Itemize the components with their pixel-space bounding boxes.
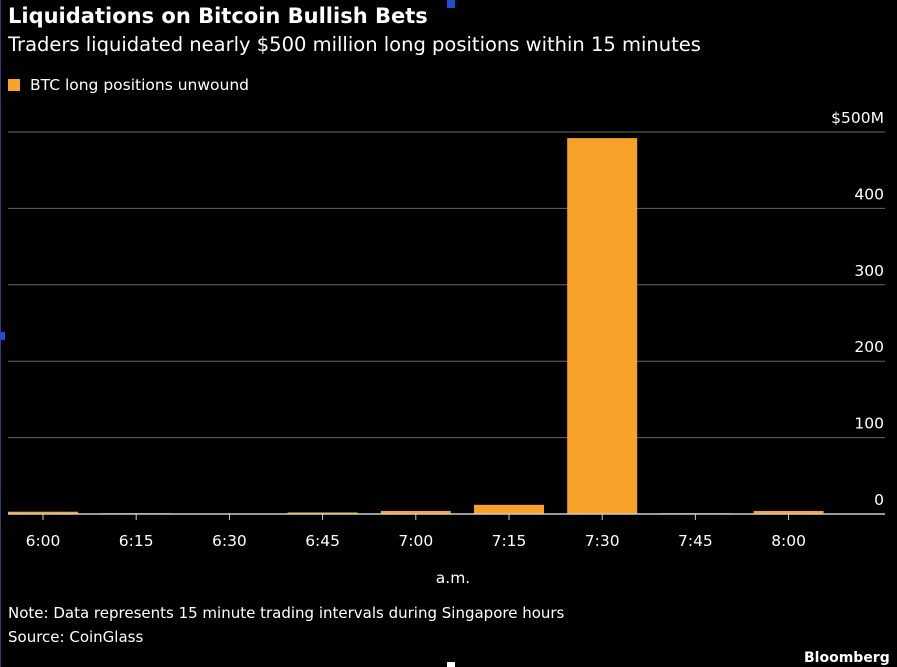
selection-handle[interactable] bbox=[447, 0, 455, 8]
x-tick-label: 7:15 bbox=[492, 532, 527, 550]
x-tick-label: 7:45 bbox=[678, 532, 713, 550]
brand-logo: Bloomberg bbox=[804, 650, 890, 666]
x-tick-label: 6:00 bbox=[26, 532, 61, 550]
y-tick-label: 400 bbox=[854, 185, 884, 203]
chart-title: Liquidations on Bitcoin Bullish Bets bbox=[8, 4, 428, 28]
legend-swatch bbox=[8, 79, 20, 91]
chart-subtitle: Traders liquidated nearly $500 million l… bbox=[8, 33, 701, 56]
bar bbox=[753, 510, 824, 514]
y-tick-label: 200 bbox=[854, 338, 884, 356]
chart-legend: BTC long positions unwound bbox=[8, 75, 249, 95]
x-tick-label: 6:15 bbox=[119, 532, 154, 550]
x-tick-label: 7:30 bbox=[585, 532, 620, 550]
chart-note: Note: Data represents 15 minute trading … bbox=[8, 604, 565, 622]
y-tick-label: 300 bbox=[854, 262, 884, 280]
x-tick-label: 6:30 bbox=[212, 532, 247, 550]
y-tick-label: 100 bbox=[854, 415, 884, 433]
x-tick-label: 8:00 bbox=[771, 532, 806, 550]
bar bbox=[287, 512, 358, 514]
chart-source: Source: CoinGlass bbox=[8, 628, 144, 646]
x-axis-label: a.m. bbox=[436, 569, 470, 587]
selection-handle[interactable] bbox=[0, 332, 5, 340]
y-tick-label: $500M bbox=[831, 109, 884, 127]
legend-label: BTC long positions unwound bbox=[30, 76, 250, 94]
bar bbox=[8, 511, 78, 514]
y-tick-label: 0 bbox=[874, 491, 884, 509]
bar bbox=[380, 510, 451, 514]
bar bbox=[567, 138, 638, 514]
x-tick-label: 7:00 bbox=[398, 532, 433, 550]
x-tick-label: 6:45 bbox=[305, 532, 340, 550]
bar bbox=[474, 504, 544, 514]
selection-handle[interactable] bbox=[447, 662, 455, 667]
